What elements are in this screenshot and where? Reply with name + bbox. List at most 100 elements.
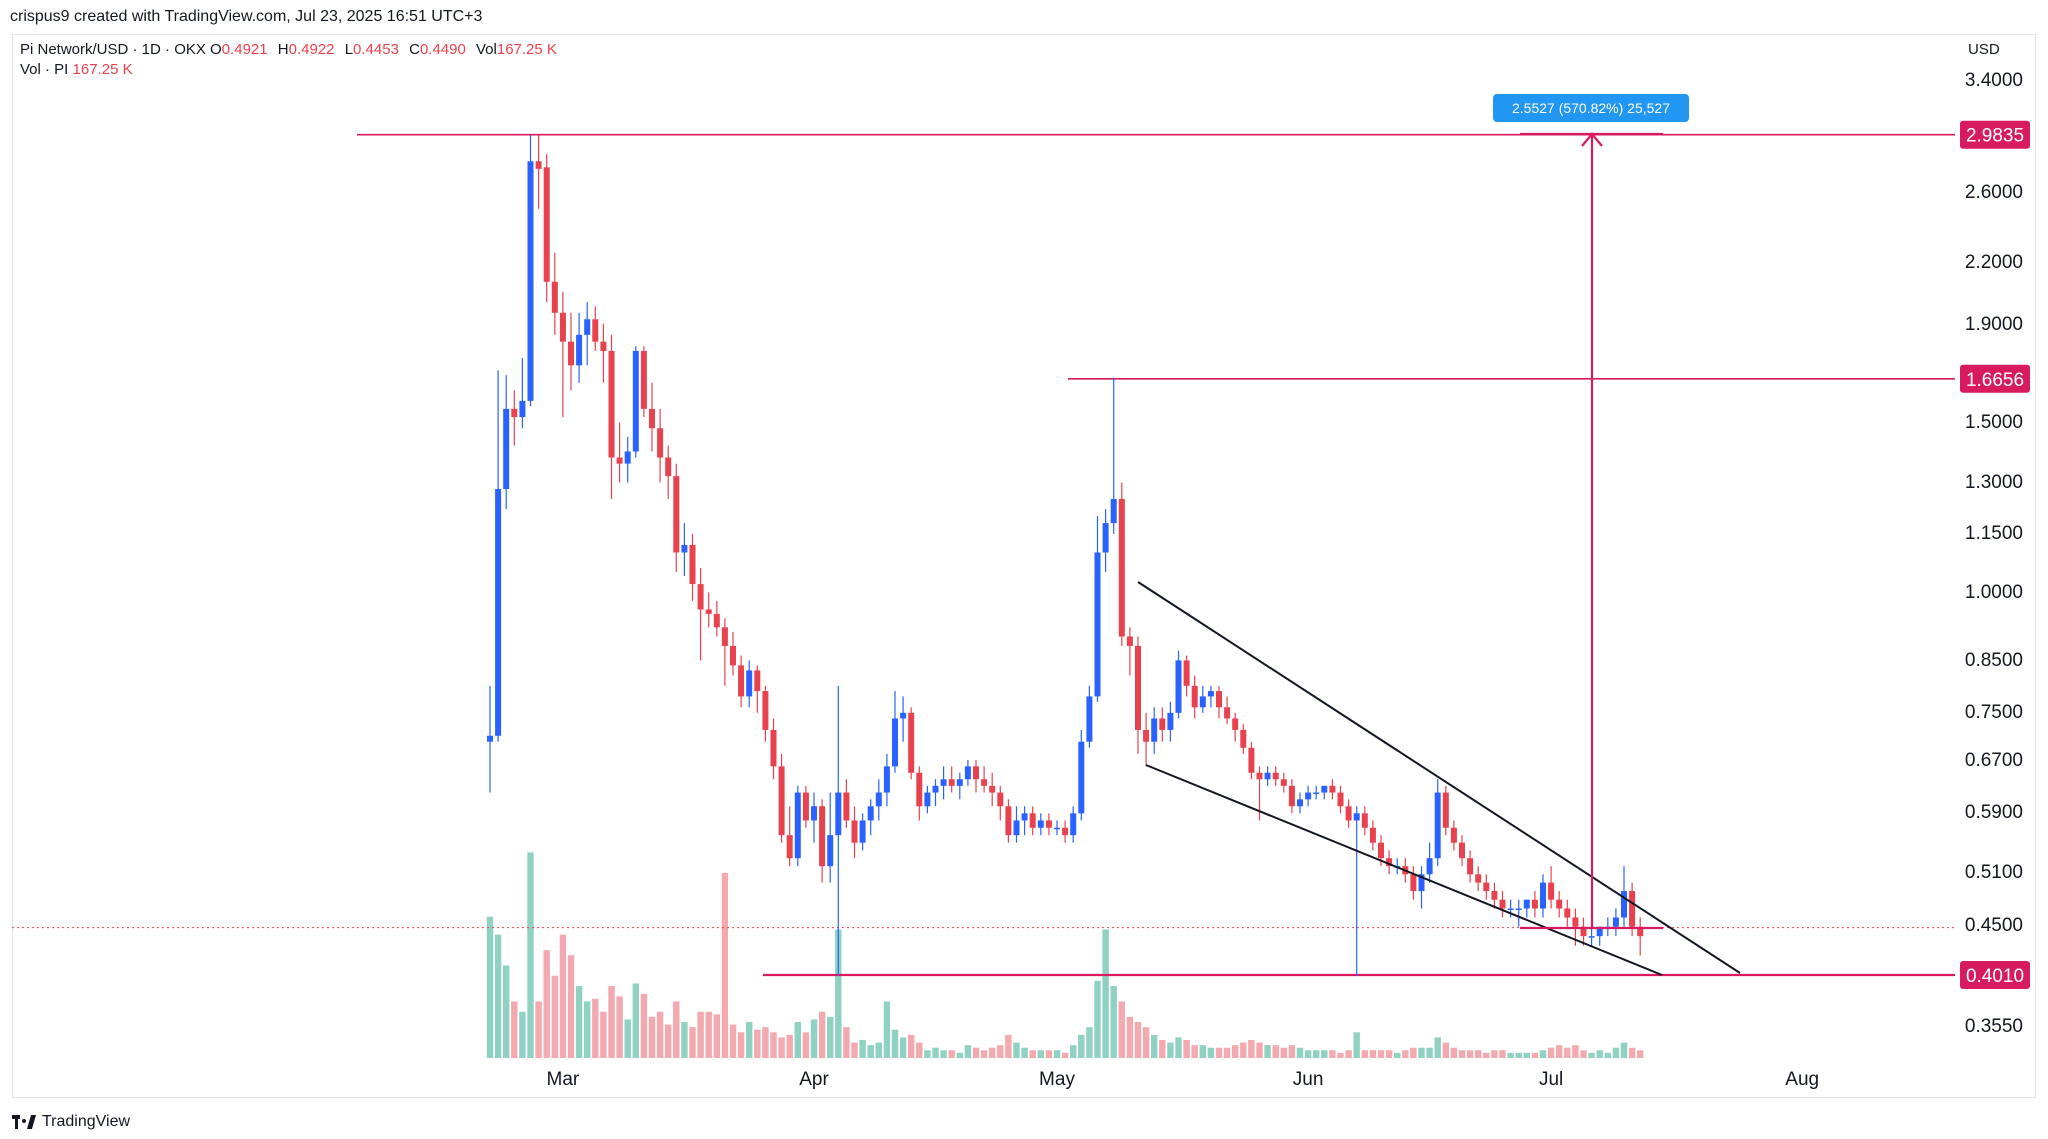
candle-body (487, 735, 493, 742)
open-value: 0.4921 (221, 41, 268, 58)
volume-bar (867, 1045, 874, 1058)
volume-bar (1296, 1047, 1304, 1058)
volume-indicator-value: 167.25 K (72, 61, 133, 78)
volume-bar (1264, 1045, 1271, 1058)
candle-body (624, 451, 631, 464)
price-tick-label: 1.3000 (1965, 472, 2023, 493)
volume-bar (1564, 1047, 1571, 1058)
volume-bar (1466, 1050, 1474, 1058)
candle-body (1329, 785, 1336, 793)
volume-bar (1580, 1050, 1587, 1058)
candle-body (1523, 899, 1530, 909)
symbol-label[interactable]: Pi Network/USD · 1D · OKX (20, 41, 206, 58)
volume-bar (810, 1019, 818, 1058)
open-label: O (210, 41, 222, 58)
volume-indicator-label[interactable]: Vol · PI (20, 61, 69, 78)
candle-body (1418, 874, 1425, 892)
candle-body (1572, 917, 1579, 927)
candle-body (1272, 772, 1279, 780)
candle-body (568, 341, 574, 366)
volume-bar (1215, 1047, 1223, 1058)
candle-body (1280, 779, 1287, 786)
volume-bar (1070, 1045, 1077, 1058)
candle-body (559, 312, 566, 342)
candle-body (1548, 882, 1555, 900)
close-label: C (409, 41, 420, 58)
currency-label[interactable]: USD (1968, 41, 2000, 58)
volume-bar (1232, 1045, 1239, 1058)
volume-bars (486, 852, 1644, 1058)
candle-body (616, 457, 623, 464)
time-tick-label: Mar (547, 1069, 580, 1090)
candle-body (1475, 874, 1482, 883)
candle-body (778, 766, 785, 836)
volume-legend: Vol · PI 167.25 K (20, 61, 139, 78)
volume-bar (1086, 1027, 1093, 1058)
volume-bar (1491, 1050, 1498, 1058)
volume-bar (1126, 1016, 1134, 1058)
candle-body (1378, 842, 1384, 859)
candle-body (1086, 696, 1093, 742)
candle-body (697, 584, 704, 610)
volume-bar (1402, 1050, 1409, 1058)
candle-body (924, 792, 931, 807)
volume-bar (1353, 1032, 1360, 1058)
candle-body (738, 665, 745, 697)
candle-body (900, 712, 907, 719)
volume-bar (1475, 1050, 1482, 1058)
candle-body (1426, 858, 1433, 875)
volume-bar (648, 1016, 656, 1058)
candle-body (883, 766, 890, 793)
volume-bar (932, 1047, 939, 1058)
volume-bar (705, 1011, 712, 1058)
volume-bar (835, 929, 842, 1058)
candle-body (770, 729, 777, 767)
candle-body (1094, 552, 1101, 697)
volume-bar (1191, 1045, 1198, 1058)
volume-bar (916, 1042, 923, 1058)
candle-body (819, 806, 826, 867)
candle-body (600, 341, 607, 351)
candle-body (1126, 636, 1133, 646)
chart-caption: crispus9 created with TradingView.com, J… (10, 8, 483, 25)
volume-bar (989, 1047, 996, 1058)
tradingview-logo[interactable]: TradingView (12, 1113, 130, 1131)
volume-bar (1175, 1037, 1182, 1058)
candle-body (1434, 792, 1441, 859)
volume-bar (729, 1024, 737, 1058)
measure-info-box (1493, 94, 1689, 122)
candle-body (1175, 660, 1182, 713)
volume-bar (1458, 1050, 1466, 1058)
volume-bar (494, 934, 502, 1058)
candle-body (1564, 908, 1571, 918)
volume-bar (600, 1011, 607, 1058)
volume-bar (1272, 1045, 1279, 1058)
volume-bar (511, 1001, 518, 1058)
volume-bar (754, 1029, 761, 1058)
volume-bar (843, 1027, 850, 1058)
price-tick-label: 0.3550 (1965, 1016, 2023, 1037)
volume-bar (543, 950, 550, 1058)
time-axis: Mar Apr May Jun Jul Aug (547, 1069, 1820, 1090)
volume-label: Vol (476, 41, 497, 58)
candle-body (1629, 891, 1636, 927)
candle-body (754, 670, 761, 692)
volume-bar (1547, 1047, 1555, 1058)
volume-bar (1313, 1050, 1320, 1058)
price-tick-label: 0.5900 (1965, 802, 2023, 823)
volume-bar (746, 1022, 753, 1058)
volume-bar (1061, 1052, 1069, 1058)
volume-bar (1029, 1050, 1036, 1058)
candle-body (1288, 785, 1295, 807)
volume-bar (1507, 1052, 1514, 1058)
volume-bar (559, 934, 567, 1058)
candle-body (1459, 842, 1465, 859)
volume-bar (721, 872, 729, 1058)
volume-bar (575, 986, 583, 1058)
candle-body (1612, 917, 1619, 927)
candle-body (1507, 908, 1514, 911)
candle-body (1345, 806, 1352, 821)
volume-bar (697, 1011, 704, 1058)
candle-body (1321, 785, 1328, 793)
